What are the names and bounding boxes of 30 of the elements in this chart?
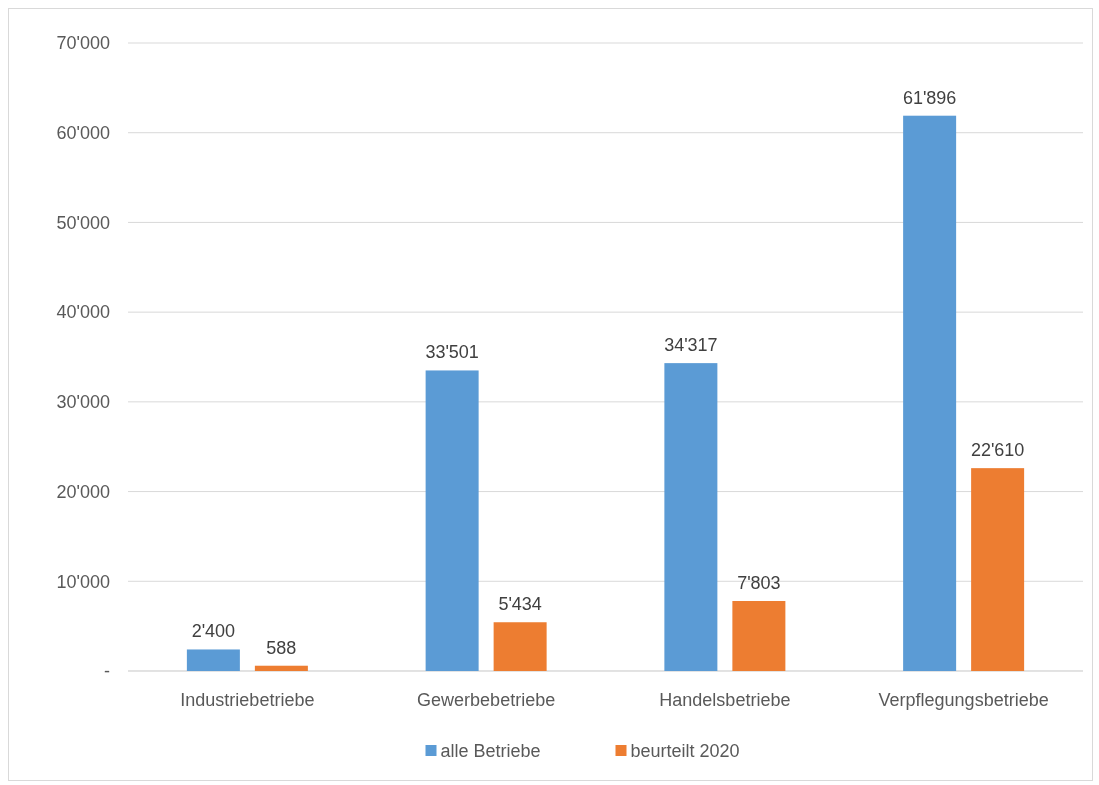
y-tick-label: 20'000 <box>56 481 110 502</box>
legend-label: alle Betriebe <box>440 741 541 762</box>
data-label: 34'317 <box>664 335 718 356</box>
x-tick-label: Handelsbetriebe <box>659 690 791 710</box>
x-tick-label: Gewerbebetriebe <box>417 690 556 710</box>
data-label: 2'400 <box>191 621 236 642</box>
y-tick-label: 30'000 <box>56 392 110 413</box>
bar <box>186 649 240 671</box>
data-label: 5'434 <box>498 594 542 615</box>
bar <box>425 370 479 671</box>
bar <box>903 115 957 671</box>
bar <box>493 622 547 671</box>
data-label: 588 <box>266 637 297 658</box>
bar <box>971 468 1025 671</box>
bar <box>732 601 786 671</box>
data-label: 7'803 <box>737 573 781 593</box>
y-tick-label: 50'000 <box>56 212 110 233</box>
data-label: 22'610 <box>970 440 1025 461</box>
y-tick-label: - <box>104 661 110 682</box>
data-label: 61'896 <box>902 87 957 108</box>
bar <box>254 665 308 671</box>
y-tick-label: 40'000 <box>56 302 110 323</box>
data-label: 33'501 <box>425 342 479 363</box>
x-tick-label: Verpflegungsbetriebe <box>878 690 1049 710</box>
y-tick-label: 60'000 <box>56 123 110 144</box>
legend-label: beurteilt 2020 <box>630 741 740 762</box>
y-tick-label: 10'000 <box>56 571 110 592</box>
y-tick-label: 70'000 <box>56 33 110 54</box>
bar <box>664 363 718 671</box>
x-tick-label: Industriebetriebe <box>180 690 315 710</box>
